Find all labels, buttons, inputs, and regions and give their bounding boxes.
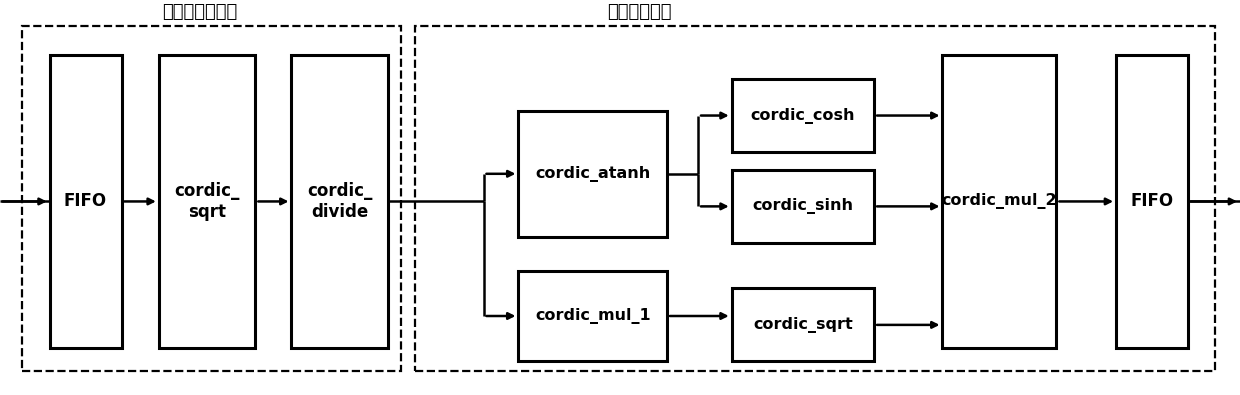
Bar [518,111,667,237]
Bar [415,26,1215,371]
Bar [1116,55,1188,348]
Text: cordic_mul_1: cordic_mul_1 [534,308,651,324]
Text: 数据预处理模块: 数据预处理模块 [162,3,238,21]
Text: cordic_
divide: cordic_ divide [308,182,372,221]
Bar [22,26,401,371]
Bar [291,55,388,348]
Bar [732,79,874,152]
Text: FIFO: FIFO [1131,192,1173,211]
Bar [732,288,874,361]
Bar [732,170,874,243]
Text: cordic_cosh: cordic_cosh [750,107,856,124]
Text: cordic_atanh: cordic_atanh [536,166,650,182]
Text: FIFO: FIFO [64,192,107,211]
Text: cordic_sqrt: cordic_sqrt [753,317,853,333]
Text: cordic_
sqrt: cordic_ sqrt [175,182,239,221]
Bar [518,271,667,361]
Bar [159,55,255,348]
Bar [50,55,122,348]
Text: 矩阵计算模块: 矩阵计算模块 [608,3,672,21]
Text: cordic_sinh: cordic_sinh [753,198,853,214]
Text: cordic_mul_2: cordic_mul_2 [941,194,1058,209]
Bar [942,55,1056,348]
